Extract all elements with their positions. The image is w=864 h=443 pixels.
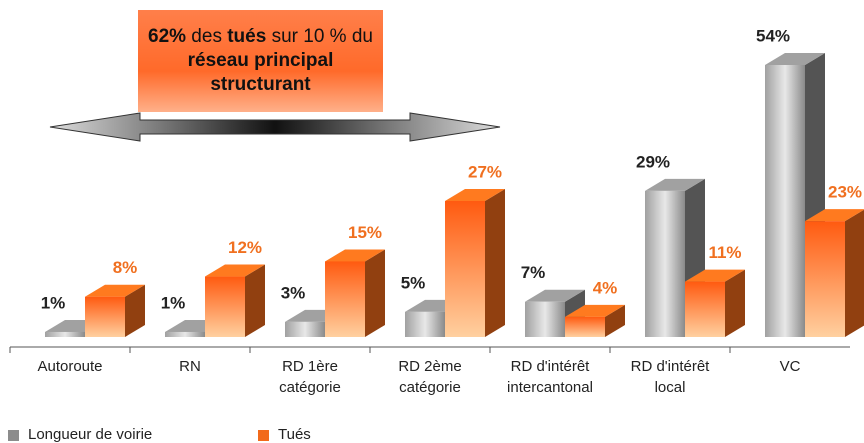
data-label: 5%	[401, 273, 426, 292]
annotation-part: tués	[227, 26, 267, 47]
data-label: 1%	[161, 293, 186, 312]
bar-top	[525, 289, 585, 302]
annotation: 62% des tués sur 10 % du réseau principa…	[138, 25, 383, 97]
bar-front	[565, 316, 605, 337]
bar	[565, 304, 625, 337]
bar-front	[525, 301, 565, 337]
bar-side	[125, 284, 145, 337]
annotation-part: sur 10 % du	[266, 26, 373, 47]
bar-side	[845, 209, 864, 337]
bar-front	[285, 321, 325, 337]
data-label: 54%	[756, 26, 790, 45]
data-label: 15%	[348, 223, 382, 242]
bar	[445, 189, 505, 337]
data-label: 12%	[228, 238, 262, 257]
x-tick-label: RN	[179, 358, 201, 375]
data-label: 7%	[521, 263, 546, 282]
bar-top	[685, 269, 745, 282]
bar-front	[445, 201, 485, 337]
bar	[685, 269, 745, 337]
bar-front	[765, 65, 805, 337]
legend-swatch	[258, 430, 269, 441]
legend-label: Tués	[278, 426, 311, 443]
bar	[325, 249, 385, 337]
double-arrow	[49, 112, 501, 142]
bar-top	[325, 249, 385, 262]
x-tick-label: RD d'intérêt intercantonal	[507, 358, 593, 396]
data-label: 1%	[41, 293, 66, 312]
data-label: 8%	[113, 258, 138, 277]
x-tick-label: Autoroute	[37, 358, 103, 375]
bar	[205, 264, 265, 337]
legend-swatch	[8, 430, 19, 441]
bar-top	[645, 178, 705, 191]
bar-side	[485, 189, 505, 337]
bar-front	[805, 221, 845, 337]
bar-front	[45, 331, 85, 337]
data-label: 23%	[828, 183, 862, 202]
bar	[85, 284, 145, 337]
bar-front	[405, 311, 445, 337]
annotation-part: 62%	[148, 26, 187, 47]
bar-side	[605, 304, 625, 337]
bar-side	[365, 249, 385, 337]
annotation-box: 62% des tués sur 10 % du réseau principa…	[138, 10, 383, 112]
x-tick-label: RD d'intérêt local	[630, 358, 710, 396]
bar-top	[765, 53, 825, 65]
bar-top	[805, 209, 864, 222]
bar-top	[445, 189, 505, 201]
data-label: 4%	[593, 278, 618, 297]
bar	[645, 178, 705, 337]
data-label: 27%	[468, 162, 502, 181]
bar-front	[85, 296, 125, 337]
bar-top	[565, 304, 625, 317]
x-tick-label: RD 2ème catégorie	[398, 358, 462, 396]
bar-top	[205, 264, 265, 277]
legend-label: Longueur de voirie	[28, 426, 153, 443]
bar-side	[725, 269, 745, 337]
data-label: 29%	[636, 152, 670, 171]
bar-front	[205, 276, 245, 337]
data-label: 3%	[281, 283, 306, 302]
annotation-part: réseau principal structurant	[187, 50, 334, 95]
data-label: 11%	[708, 243, 741, 262]
annotation-part: des	[186, 26, 228, 47]
bar-front	[685, 281, 725, 337]
x-tick-label: VC	[779, 358, 801, 375]
bar	[805, 209, 864, 337]
bar-front	[645, 190, 685, 337]
x-tick-label: RD 1ère catégorie	[279, 358, 341, 396]
bar-side	[245, 264, 265, 337]
bar-front	[325, 261, 365, 337]
bar-front	[165, 331, 205, 337]
bar-top	[85, 284, 145, 297]
